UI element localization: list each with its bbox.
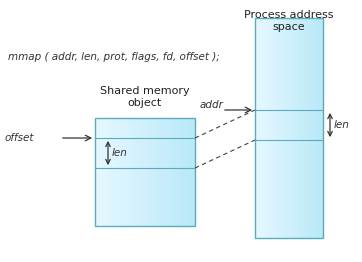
Bar bbox=[125, 118, 127, 226]
Text: mmap ( addr, len, prot, flags, fd, offset );: mmap ( addr, len, prot, flags, fd, offse… bbox=[8, 52, 220, 62]
Bar bbox=[95, 118, 97, 226]
Bar bbox=[318, 18, 320, 238]
Bar bbox=[122, 118, 125, 226]
Bar bbox=[267, 18, 269, 238]
Bar bbox=[138, 118, 140, 226]
Bar bbox=[257, 18, 258, 238]
Bar bbox=[255, 18, 323, 238]
Bar bbox=[163, 118, 165, 226]
Bar bbox=[110, 118, 113, 226]
Bar bbox=[177, 118, 180, 226]
Bar bbox=[262, 18, 264, 238]
Bar bbox=[311, 18, 313, 238]
Bar bbox=[173, 118, 175, 226]
Bar bbox=[185, 118, 188, 226]
Bar bbox=[304, 18, 306, 238]
Bar bbox=[130, 118, 132, 226]
Bar bbox=[108, 118, 110, 226]
Text: offset: offset bbox=[5, 133, 34, 143]
Bar bbox=[118, 118, 120, 226]
Text: Shared memory
object: Shared memory object bbox=[100, 86, 190, 108]
Bar bbox=[115, 118, 118, 226]
Bar bbox=[264, 18, 265, 238]
Bar bbox=[315, 18, 316, 238]
Bar bbox=[316, 18, 318, 238]
Bar bbox=[127, 118, 130, 226]
Bar bbox=[180, 118, 182, 226]
Bar bbox=[160, 118, 163, 226]
Bar bbox=[190, 118, 193, 226]
Bar bbox=[145, 118, 147, 226]
Bar bbox=[113, 118, 115, 226]
Bar bbox=[170, 118, 173, 226]
Bar bbox=[120, 118, 122, 226]
Bar bbox=[301, 18, 303, 238]
Bar bbox=[282, 18, 284, 238]
Bar bbox=[274, 18, 275, 238]
Bar bbox=[313, 18, 315, 238]
Text: addr: addr bbox=[200, 100, 224, 110]
Bar bbox=[175, 118, 177, 226]
Bar bbox=[95, 118, 195, 226]
Text: len: len bbox=[112, 148, 128, 158]
Bar bbox=[102, 118, 105, 226]
Bar bbox=[277, 18, 279, 238]
Text: len: len bbox=[334, 120, 350, 130]
Bar bbox=[97, 118, 100, 226]
Bar bbox=[286, 18, 287, 238]
Bar bbox=[299, 18, 301, 238]
Bar bbox=[182, 118, 185, 226]
Bar bbox=[150, 118, 152, 226]
Bar bbox=[296, 18, 298, 238]
Bar bbox=[105, 118, 108, 226]
Bar bbox=[255, 18, 257, 238]
Bar bbox=[298, 18, 299, 238]
Bar bbox=[284, 18, 286, 238]
Bar bbox=[321, 18, 323, 238]
Bar bbox=[140, 118, 143, 226]
Bar bbox=[147, 118, 150, 226]
Bar bbox=[303, 18, 304, 238]
Bar bbox=[152, 118, 155, 226]
Bar bbox=[168, 118, 170, 226]
Bar bbox=[294, 18, 296, 238]
Bar bbox=[188, 118, 190, 226]
Bar bbox=[279, 18, 281, 238]
Bar bbox=[155, 118, 157, 226]
Bar bbox=[287, 18, 289, 238]
Bar bbox=[320, 18, 321, 238]
Bar bbox=[132, 118, 135, 226]
Text: Process address
space: Process address space bbox=[244, 10, 334, 32]
Bar bbox=[306, 18, 308, 238]
Bar bbox=[100, 118, 102, 226]
Bar bbox=[308, 18, 310, 238]
Bar bbox=[275, 18, 277, 238]
Bar bbox=[292, 18, 294, 238]
Bar bbox=[310, 18, 311, 238]
Bar bbox=[258, 18, 260, 238]
Bar bbox=[157, 118, 160, 226]
Bar bbox=[269, 18, 270, 238]
Bar bbox=[165, 118, 168, 226]
Bar bbox=[289, 18, 291, 238]
Bar bbox=[272, 18, 274, 238]
Bar bbox=[135, 118, 138, 226]
Bar bbox=[143, 118, 145, 226]
Bar bbox=[193, 118, 195, 226]
Bar bbox=[265, 18, 267, 238]
Bar bbox=[270, 18, 272, 238]
Bar bbox=[260, 18, 262, 238]
Bar bbox=[281, 18, 282, 238]
Bar bbox=[291, 18, 292, 238]
